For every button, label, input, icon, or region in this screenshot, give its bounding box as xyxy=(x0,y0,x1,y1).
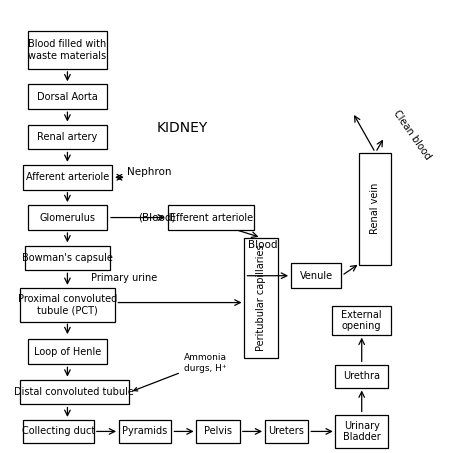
Text: Proximal convoluted
tubule (PCT): Proximal convoluted tubule (PCT) xyxy=(18,294,117,316)
Bar xyxy=(244,238,278,358)
Text: Pelvis: Pelvis xyxy=(204,426,232,436)
Text: Bowman's capsule: Bowman's capsule xyxy=(22,253,113,263)
Bar xyxy=(27,84,107,109)
Bar xyxy=(119,420,171,443)
Text: Ureters: Ureters xyxy=(268,426,304,436)
Bar xyxy=(168,205,255,230)
Bar xyxy=(25,246,109,270)
Bar xyxy=(336,414,388,448)
Text: External
opening: External opening xyxy=(341,310,382,331)
Text: Pyramids: Pyramids xyxy=(122,426,168,436)
Text: Peritubular capillaries: Peritubular capillaries xyxy=(256,245,266,352)
Text: Blood filled with
waste materials: Blood filled with waste materials xyxy=(28,39,107,61)
Text: Urethra: Urethra xyxy=(343,371,380,381)
Text: Collecting duct: Collecting duct xyxy=(22,426,95,436)
Text: Dorsal Aorta: Dorsal Aorta xyxy=(37,92,98,102)
Text: Loop of Henle: Loop of Henle xyxy=(34,347,101,357)
Text: Efferent arteriole: Efferent arteriole xyxy=(170,212,253,222)
Text: (Blood): (Blood) xyxy=(138,212,176,222)
Text: Clean blood: Clean blood xyxy=(392,108,433,161)
Text: Primary urine: Primary urine xyxy=(91,273,157,283)
Bar xyxy=(291,263,341,288)
Text: Renal artery: Renal artery xyxy=(37,132,98,142)
Bar xyxy=(332,306,392,335)
Text: Nephron: Nephron xyxy=(127,167,171,177)
Text: Renal vein: Renal vein xyxy=(370,183,381,234)
Text: Ammonia
durgs, H⁺: Ammonia durgs, H⁺ xyxy=(134,353,227,391)
Bar xyxy=(23,420,94,443)
Text: KIDNEY: KIDNEY xyxy=(156,121,208,135)
Text: Venule: Venule xyxy=(300,271,333,281)
Bar xyxy=(27,339,107,364)
Text: Blood: Blood xyxy=(247,240,277,251)
Bar xyxy=(265,420,308,443)
Text: Afferent arteriole: Afferent arteriole xyxy=(26,172,109,182)
Text: Urinary
Bladder: Urinary Bladder xyxy=(343,421,381,442)
Bar xyxy=(27,205,107,230)
Bar xyxy=(23,165,112,190)
Bar xyxy=(19,288,115,322)
Text: Glomerulus: Glomerulus xyxy=(39,212,95,222)
Bar xyxy=(336,365,388,388)
Bar xyxy=(19,380,129,405)
Bar xyxy=(196,420,240,443)
Bar xyxy=(27,31,107,69)
Text: Distal convoluted tubule: Distal convoluted tubule xyxy=(14,387,134,397)
Bar xyxy=(27,125,107,149)
Bar xyxy=(359,153,392,265)
